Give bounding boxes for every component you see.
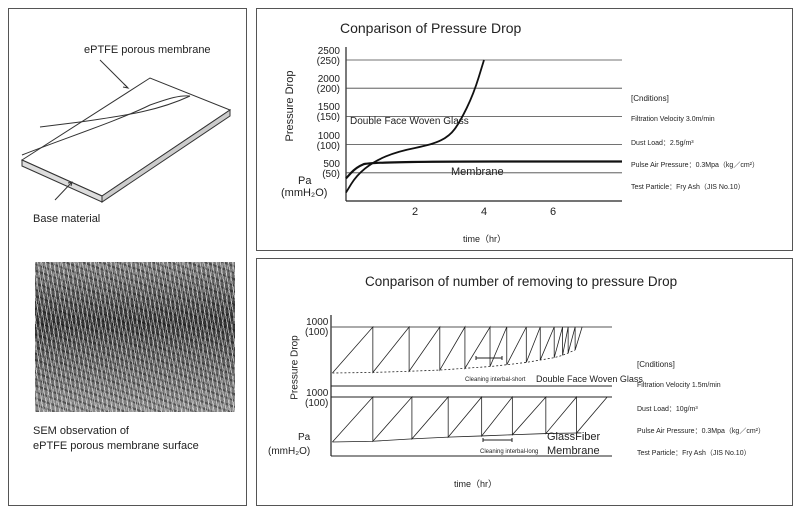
sawtooth-0 [332, 325, 583, 374]
condition-item: Dust Load：10g/m³ [637, 406, 698, 413]
trough-line-1 [332, 432, 577, 443]
sawtooth-1 [332, 395, 608, 443]
chart2-glass-label: Double Face Woven Glass [536, 374, 643, 384]
chart1-series-glass-label: Double Face Woven Glass [350, 116, 469, 127]
conditions-heading: [Cnditions] [631, 94, 669, 103]
sem-image [35, 262, 235, 412]
chart2-membrane-annotation: Cleaning interbal-long [480, 449, 539, 455]
chart2-xlabel: time（hr） [454, 479, 498, 489]
chart2-ytick-bottom: 1000 (100) [305, 388, 329, 409]
x-tick-label: 2 [412, 206, 419, 218]
condition-item: Pulse Air Pressure：0.3Mpa（kg／cm²） [637, 428, 765, 435]
y-tick-label: 500 (50) [322, 158, 340, 180]
condition-item: Filtration Velocity 3.0m/min [631, 116, 715, 123]
trough-line-0 [332, 349, 576, 374]
x-tick-label: 6 [550, 206, 557, 218]
y-tick-label: 2000 (200) [316, 74, 340, 96]
y-tick-label: 1000 (100) [316, 130, 340, 152]
condition-item: Filtration Velocity 1.5m/min [637, 382, 721, 389]
chart2-yunit2: (mmH₂O) [268, 446, 311, 457]
membrane-panel [8, 8, 247, 506]
sem-caption-2: ePTFE porous membrane surface [33, 440, 199, 452]
chart1-series-membrane-label: Membrane [451, 166, 504, 178]
interval-marker-short [475, 356, 503, 360]
base-material-label: Base material [33, 213, 101, 225]
condition-item: Test Particle：Fry Ash（JIS No.10） [631, 184, 745, 191]
conditions-heading: [Cnditions] [637, 360, 675, 369]
chart2-yunit: Pa [298, 432, 311, 443]
chart1-xlabel: time（hr） [463, 234, 507, 244]
chart1-yunit2: (mmH₂O) [281, 187, 328, 199]
chart2-membrane-label1: GlassFiber [547, 431, 601, 443]
condition-item: Dust Load：2.5g/m³ [631, 140, 694, 147]
chart1-title: Conparison of Pressure Drop [340, 20, 522, 36]
removing-panel [256, 258, 793, 506]
chart2-glass-annotation: Cleaning interbal-short [465, 377, 526, 383]
y-tick-label: 2500 (250) [316, 46, 340, 67]
chart2-ylabel: Pressure Drop [289, 335, 301, 400]
x-tick-label: 4 [481, 206, 488, 218]
membrane-label: ePTFE porous membrane [84, 44, 211, 56]
chart1-yunit: Pa [298, 175, 312, 187]
chart2-ytick-top: 1000 (100) [305, 317, 329, 338]
chart2-membrane-label2: Membrane [547, 445, 600, 457]
chart2-title: Conparison of number of removing to pres… [365, 274, 678, 289]
condition-item: Pulse Air Pressure：0.3Mpa（kg／cm²） [631, 162, 759, 169]
series-glass-line [345, 59, 485, 194]
y-tick-label: 1500 (150) [316, 102, 340, 124]
interval-marker-long [482, 438, 513, 442]
condition-item: Test Particle：Fry Ash（JIS No.10） [637, 450, 751, 457]
series-membrane-line [345, 160, 622, 180]
sem-caption-1: SEM observation of [33, 425, 129, 437]
